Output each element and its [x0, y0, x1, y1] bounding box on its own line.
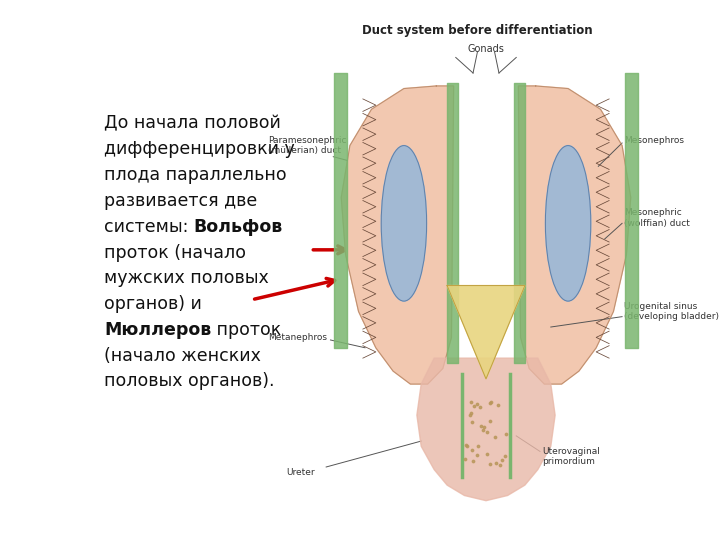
- Point: [490, 458, 502, 467]
- Text: Mesonephros: Mesonephros: [624, 136, 684, 145]
- Text: Uterovaginal
primordium: Uterovaginal primordium: [542, 447, 600, 467]
- Point: [471, 450, 482, 459]
- Point: [489, 433, 500, 442]
- Text: Ureter: Ureter: [286, 468, 315, 477]
- Point: [478, 422, 490, 431]
- Text: проток (начало: проток (начало: [104, 244, 246, 261]
- Text: Metanephros: Metanephros: [268, 333, 327, 342]
- Point: [477, 426, 489, 435]
- Point: [465, 408, 477, 417]
- Text: Вольфов: Вольфов: [194, 218, 283, 236]
- Point: [496, 456, 508, 465]
- Text: Мюллеров: Мюллеров: [104, 321, 211, 339]
- Point: [495, 461, 506, 469]
- Polygon shape: [417, 358, 555, 501]
- Text: Gonads: Gonads: [467, 44, 505, 55]
- Polygon shape: [518, 86, 631, 384]
- Point: [465, 397, 477, 406]
- Text: Paramesonephric
(müllerian) duct: Paramesonephric (müllerian) duct: [268, 136, 346, 156]
- Ellipse shape: [546, 146, 590, 301]
- Text: половых органов).: половых органов).: [104, 373, 274, 390]
- Text: плода параллельно: плода параллельно: [104, 166, 287, 184]
- Point: [467, 446, 478, 454]
- Text: развивается две: развивается две: [104, 192, 257, 210]
- Point: [500, 451, 511, 460]
- Point: [481, 428, 492, 436]
- Text: (начало женских: (начало женских: [104, 347, 261, 364]
- Point: [474, 402, 486, 411]
- Point: [459, 455, 471, 463]
- Point: [467, 418, 478, 427]
- Text: проток: проток: [211, 321, 282, 339]
- Point: [467, 457, 479, 465]
- Polygon shape: [447, 286, 525, 379]
- Point: [492, 401, 504, 409]
- Point: [472, 442, 483, 450]
- Point: [481, 449, 492, 458]
- Text: мужских половых: мужских половых: [104, 269, 269, 287]
- Polygon shape: [341, 86, 454, 384]
- Point: [485, 460, 496, 468]
- Point: [500, 429, 512, 438]
- Text: органов) и: органов) и: [104, 295, 202, 313]
- Text: Duct system before differentiation: Duct system before differentiation: [362, 24, 593, 37]
- Point: [485, 416, 496, 425]
- Point: [461, 441, 472, 449]
- Ellipse shape: [382, 146, 426, 301]
- Point: [485, 399, 496, 407]
- Point: [468, 401, 480, 410]
- Text: До начала половой: До начала половой: [104, 114, 281, 133]
- Point: [485, 397, 497, 406]
- Text: системы:: системы:: [104, 218, 194, 236]
- Point: [464, 410, 476, 419]
- Point: [472, 400, 483, 408]
- Point: [461, 442, 472, 451]
- Text: дифференцировки у: дифференцировки у: [104, 140, 294, 158]
- Point: [474, 422, 486, 430]
- Text: Mesonephric
(wolffian) duct: Mesonephric (wolffian) duct: [624, 208, 690, 228]
- Text: Urogenital sinus
(developing bladder): Urogenital sinus (developing bladder): [624, 302, 719, 321]
